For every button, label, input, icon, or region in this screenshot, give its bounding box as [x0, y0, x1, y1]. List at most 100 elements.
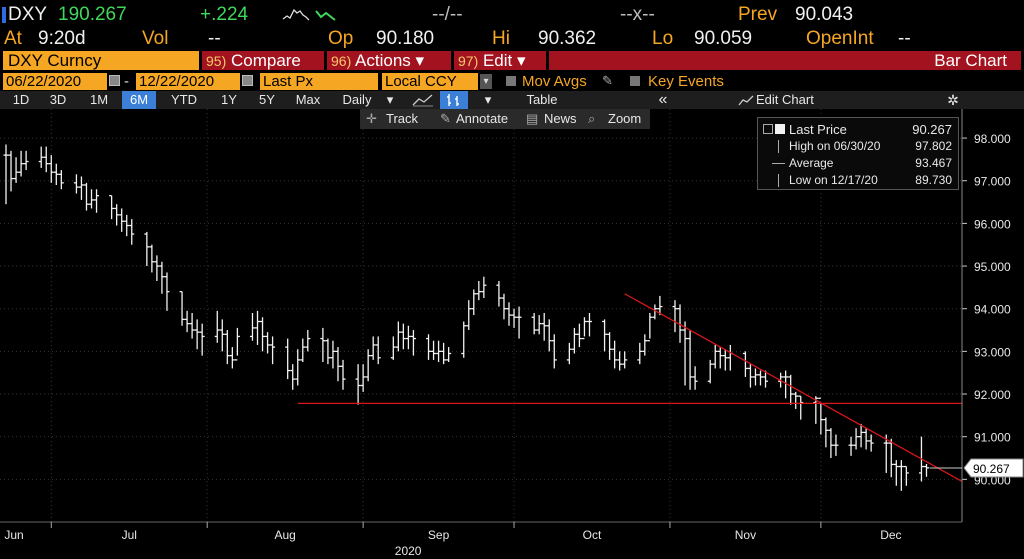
- ohlc-bar: [888, 438, 894, 478]
- chevron-down-icon[interactable]: ▾: [386, 92, 394, 107]
- chevron-down-icon[interactable]: ▾: [480, 74, 492, 89]
- x-axis: Jun Jul Aug Sep Oct Nov Dec 2020: [0, 521, 962, 558]
- y-tick-label: 91.000: [974, 431, 1011, 445]
- ohlc-bar: [159, 261, 165, 294]
- date-separator: -: [124, 73, 129, 90]
- pencil-icon[interactable]: ✎: [602, 73, 613, 88]
- edit-button[interactable]: 97) Edit ▾: [454, 51, 546, 70]
- ohlc-bar: [617, 351, 623, 371]
- compare-number: 95): [206, 53, 227, 69]
- ohlc-bar: [260, 317, 266, 352]
- actions-label: Actions ▾: [355, 51, 425, 70]
- y-axis: 98.000 97.000 96.000 95.000 94.000 93.000 92.0…: [929, 109, 1024, 522]
- key-events-checkbox[interactable]: [630, 76, 640, 86]
- ohlc-bar: [833, 434, 839, 456]
- ohlc-bar: [793, 391, 799, 409]
- ohlc-bar: [818, 397, 824, 435]
- period-ytd[interactable]: YTD: [171, 92, 197, 107]
- legend-name: Low on 12/17/20: [789, 173, 878, 187]
- period-1d[interactable]: 1D: [12, 92, 30, 107]
- annotate-button[interactable]: Annotate: [456, 111, 509, 126]
- frequency-select[interactable]: Daily: [342, 92, 372, 107]
- calendar-icon[interactable]: [109, 75, 120, 86]
- ohlc-bar: [38, 146, 44, 168]
- ohlc-bar: [612, 340, 618, 369]
- ohlc-bars: [3, 144, 929, 491]
- legend-value: 93.467: [915, 156, 952, 170]
- ohlc-bar: [677, 304, 683, 343]
- track-button[interactable]: Track: [386, 111, 419, 126]
- ohlc-bar: [214, 310, 220, 343]
- y-tick-label: 96.000: [974, 217, 1011, 231]
- period-5y[interactable]: 5Y: [259, 92, 275, 107]
- y-tick-label: 95.000: [974, 260, 1011, 274]
- security-field[interactable]: DXY Curncy: [3, 51, 199, 70]
- ohlc-bar: [576, 323, 582, 348]
- gear-icon[interactable]: ✲: [947, 92, 959, 108]
- ohlc-bar: [602, 319, 608, 352]
- news-button[interactable]: News: [544, 111, 577, 126]
- ohlc-bar: [682, 321, 688, 386]
- ohlc-bar: [758, 370, 763, 386]
- y-tick-label: 98.000: [974, 132, 1011, 146]
- price-chart[interactable]: 98.000 97.000 96.000 95.000 94.000 93.000 92.0…: [0, 109, 1024, 559]
- chart-type-bar[interactable]: Bar Chart: [549, 51, 1021, 70]
- edit-chart-icon[interactable]: [738, 94, 754, 112]
- currency-select[interactable]: Local CCY: [382, 73, 478, 90]
- actions-number: 96): [331, 53, 352, 69]
- last-price-tag: [963, 458, 1024, 478]
- period-1m[interactable]: 1M: [89, 92, 109, 107]
- ohlc-bar: [431, 340, 437, 360]
- ticker[interactable]: DXY: [2, 4, 47, 26]
- field-select[interactable]: Last Px: [260, 73, 378, 90]
- ohlc-bar: [18, 150, 24, 177]
- collapse-icon[interactable]: [763, 124, 773, 134]
- double-chevron-left-icon[interactable]: «: [658, 91, 668, 108]
- period-max[interactable]: Max: [295, 92, 321, 107]
- last-price-tag-label: 90.267: [973, 462, 1010, 476]
- line-chart-icon[interactable]: [412, 93, 434, 112]
- actions-button[interactable]: 96) Actions ▾: [327, 51, 451, 70]
- ohlc-bar: [229, 347, 235, 369]
- ohlc-bar: [265, 332, 271, 354]
- ohlc-bar: [295, 349, 301, 386]
- period-1y[interactable]: 1Y: [221, 92, 237, 107]
- ohlc-bar: [335, 347, 341, 382]
- low-label: Lo: [652, 28, 674, 49]
- end-date-field[interactable]: 12/22/2020: [136, 73, 240, 90]
- x-tick-label: Aug: [274, 528, 295, 542]
- ohlc-bar: [234, 327, 240, 361]
- ohlc-bar: [858, 423, 864, 448]
- ohlc-bar: [531, 312, 537, 335]
- legend-row-last: Last Price 90.267: [758, 121, 958, 138]
- y-tick-label: 94.000: [974, 303, 1011, 317]
- ohlc-bar: [154, 255, 160, 281]
- ohlc-bar: [8, 150, 14, 192]
- bid-ask-size: --x--: [620, 4, 655, 25]
- period-6m[interactable]: 6M: [122, 91, 156, 109]
- ohlc-bar: [622, 351, 628, 369]
- ohlc-bar: [144, 231, 150, 267]
- ohlc-bar: [511, 308, 517, 328]
- legend-row-average: Average 93.467: [758, 155, 958, 172]
- ohlc-bar: [476, 280, 482, 301]
- high-value: 90.362: [538, 28, 597, 49]
- chevron-down-icon[interactable]: ▾: [484, 92, 492, 107]
- edit-chart-button[interactable]: Edit Chart: [756, 92, 814, 107]
- open-label: Op: [328, 28, 354, 49]
- ohlc-bar: [581, 317, 587, 340]
- zoom-button[interactable]: Zoom: [608, 111, 642, 126]
- period-3d[interactable]: 3D: [49, 92, 67, 107]
- bar-chart-icon[interactable]: [440, 91, 468, 109]
- vol-label: Vol: [142, 28, 169, 49]
- legend-value: 97.802: [915, 139, 952, 153]
- start-date-field[interactable]: 06/22/2020: [3, 73, 107, 90]
- ohlc-bar: [305, 330, 311, 352]
- calendar-icon[interactable]: [242, 75, 253, 86]
- legend-row-high: High on 06/30/20 97.802: [758, 138, 958, 155]
- chart-legend[interactable]: Last Price 90.267 High on 06/30/20 97.80…: [757, 117, 959, 190]
- mov-avgs-checkbox[interactable]: [506, 76, 516, 86]
- compare-button[interactable]: 95) Compare: [202, 51, 324, 70]
- table-button[interactable]: Table: [526, 92, 558, 107]
- ohlc-bar: [124, 214, 130, 237]
